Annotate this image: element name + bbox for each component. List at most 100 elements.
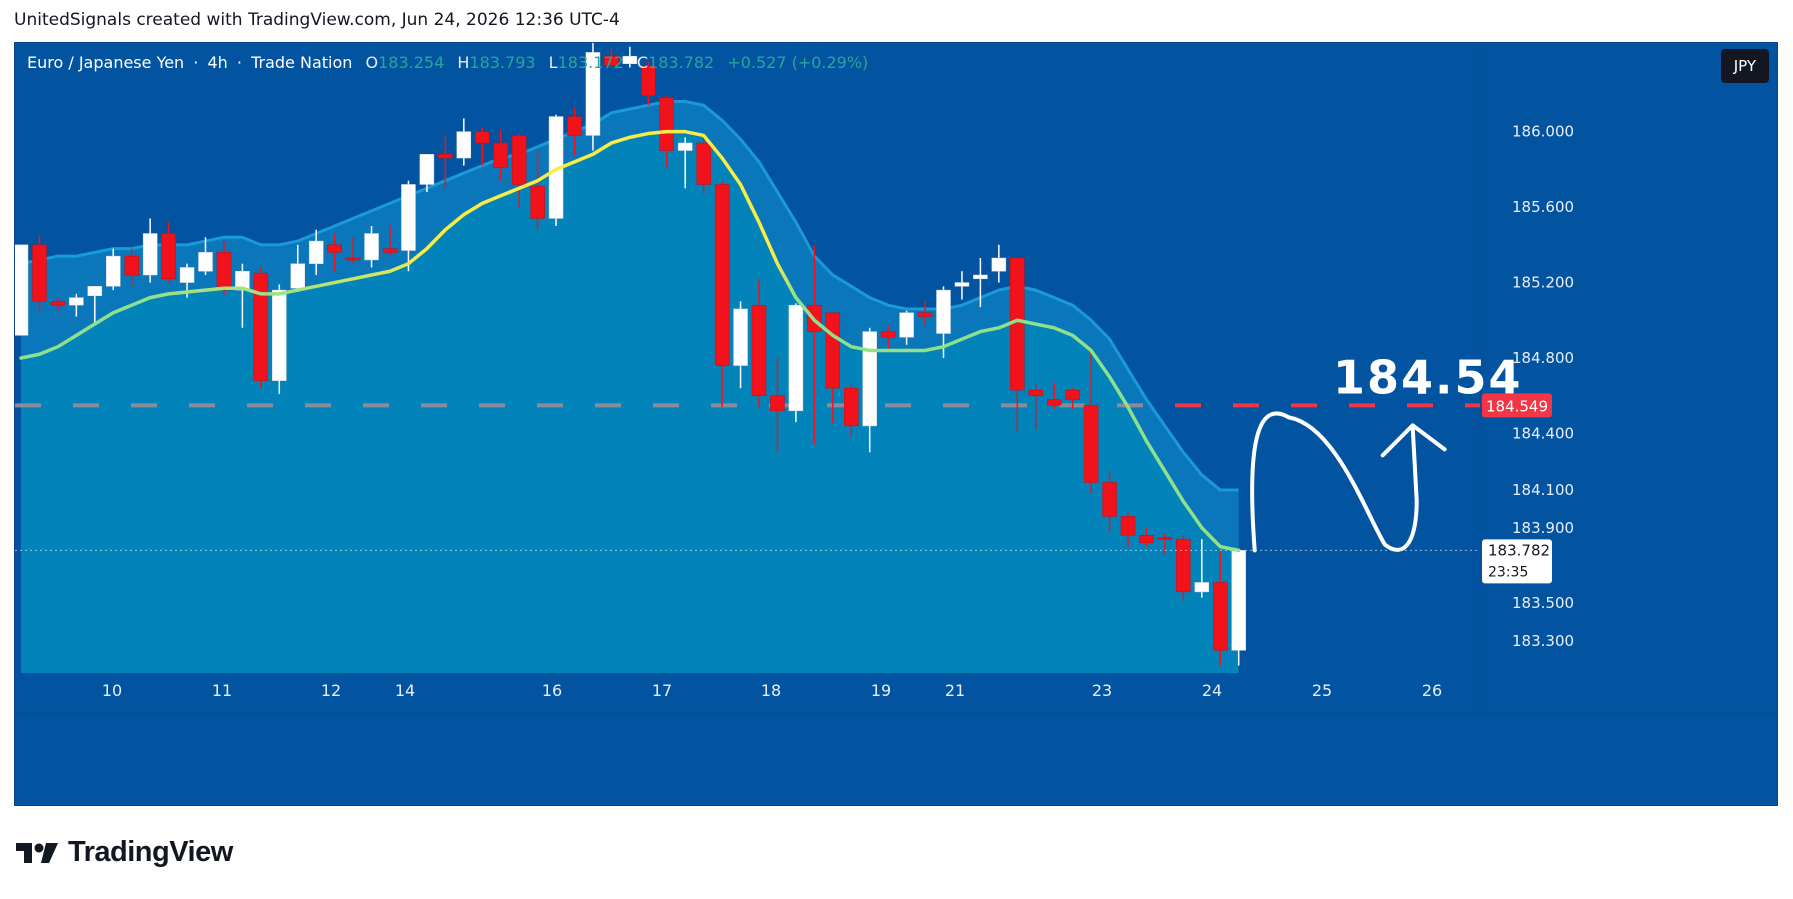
candle-body: [1065, 389, 1080, 400]
candle-body: [179, 267, 195, 283]
ema-line-layer: [19, 129, 1241, 553]
candle-body: [106, 255, 121, 287]
x-tick-label: 18: [761, 681, 781, 700]
candle-body: [770, 395, 785, 412]
candle-body: [973, 274, 988, 280]
x-tick-label: 10: [102, 681, 122, 700]
logo-text: TradingView: [68, 836, 233, 868]
candle-body: [124, 255, 139, 276]
x-tick-label: 25: [1312, 681, 1332, 700]
candle-body: [364, 233, 379, 261]
candle-body: [604, 55, 619, 66]
candle-body: [87, 286, 103, 297]
candle-body: [1046, 399, 1062, 406]
candle-body: [32, 244, 47, 302]
resistance-price-tag: [1482, 393, 1552, 418]
candle-body: [198, 252, 213, 272]
candle-body: [216, 252, 232, 291]
candle-body: [733, 308, 748, 366]
candle-body: [1083, 404, 1099, 483]
candle-body: [1139, 535, 1154, 544]
annotation-layer: 184.54: [1250, 350, 1521, 553]
candle-body: [235, 270, 250, 291]
candle-body: [69, 297, 84, 306]
candle-body: [899, 312, 914, 338]
last-price-tag: [1482, 539, 1552, 584]
candle-body: [917, 312, 933, 317]
legend-source: Trade Nation: [251, 53, 353, 72]
candle-body: [1213, 582, 1228, 651]
candle-body: [475, 131, 490, 144]
ema-area-layer: [21, 131, 1239, 673]
legend-close-value: 183.782: [648, 53, 715, 72]
currency-badge[interactable]: JPY: [1720, 49, 1769, 83]
candle-body: [493, 142, 508, 168]
x-tick-label: 14: [395, 681, 415, 700]
candle-body: [1120, 516, 1136, 536]
candle-body: [567, 116, 582, 136]
y-tick-label: 185.600: [1512, 198, 1574, 216]
candle-body: [161, 233, 176, 280]
ema-band-line: [20, 99, 1239, 492]
y-tick-label: 184.800: [1512, 349, 1574, 367]
candle-body: [622, 55, 638, 64]
x-tick-label: 11: [212, 681, 232, 700]
candle-body: [438, 154, 453, 159]
candle-body: [401, 184, 416, 251]
legend-open-label: O: [365, 53, 379, 72]
resistance-price-tag-text: 184.549: [1486, 397, 1548, 415]
candle-body: [1194, 582, 1210, 593]
tradingview-logo[interactable]: TradingView: [16, 836, 233, 869]
legend-high-value: 183.793: [469, 53, 536, 72]
candle-body: [677, 142, 693, 151]
candle-body: [825, 312, 841, 389]
chart-frame[interactable]: 186.000 185.600 185.200 184.800 184.400 184.1…: [14, 42, 1778, 806]
candle-body: [142, 233, 158, 276]
x-tick-label: 16: [542, 681, 562, 700]
candle-body: [419, 154, 435, 185]
candle-body: [641, 65, 656, 97]
ema-area: [21, 131, 1239, 673]
candle-body: [290, 263, 305, 289]
candle-body: [308, 240, 324, 264]
x-tick-label: 21: [945, 681, 965, 700]
candle-body: [345, 257, 361, 261]
candle-body: [50, 301, 66, 306]
countdown-text: 23:35: [1488, 564, 1528, 580]
candle-body: [880, 331, 896, 338]
candle-body: [991, 257, 1007, 272]
x-tick-label: 19: [871, 681, 891, 700]
candle-body: [1102, 482, 1117, 517]
ema-line: [19, 129, 1241, 553]
chart-canvas[interactable]: 186.000 185.600 185.200 184.800 184.400 184.1…: [15, 43, 1777, 805]
candle-body: [585, 52, 601, 136]
candle-body: [954, 282, 970, 287]
y-tick-label: 183.900: [1512, 519, 1574, 537]
candle-body: [456, 131, 472, 159]
x-tick-label: 23: [1092, 681, 1112, 700]
y-tick-label: 186.000: [1512, 123, 1574, 141]
candle-body: [272, 289, 287, 381]
tradingview-logo-icon: [16, 842, 58, 863]
candle-body: [253, 272, 269, 381]
legend-open-value: 183.254: [378, 53, 445, 72]
candles-layer: [15, 43, 1246, 666]
candle-body: [1028, 389, 1043, 396]
legend-change: +0.527 (+0.29%): [727, 53, 869, 72]
legend-symbol: Euro / Japanese Yen: [27, 53, 185, 72]
candle-body: [1231, 550, 1246, 651]
candle-body: [382, 248, 398, 253]
candle-body: [714, 184, 730, 366]
legend-low-label: L: [548, 53, 558, 72]
y-tick-label: 183.500: [1512, 594, 1574, 612]
candle-body: [327, 244, 342, 253]
candle-body: [862, 331, 877, 427]
candle-body: [530, 186, 545, 219]
ema-band-layer: [20, 99, 1239, 551]
axes-layer: 186.000 185.600 185.200 184.800 184.400 184.1…: [15, 43, 1777, 805]
candle-body: [659, 97, 674, 151]
last-price-tag-text: 183.782: [1488, 541, 1550, 559]
candle-body: [696, 142, 711, 185]
y-tick-label: 184.100: [1512, 481, 1574, 499]
candle-body: [1157, 536, 1173, 540]
